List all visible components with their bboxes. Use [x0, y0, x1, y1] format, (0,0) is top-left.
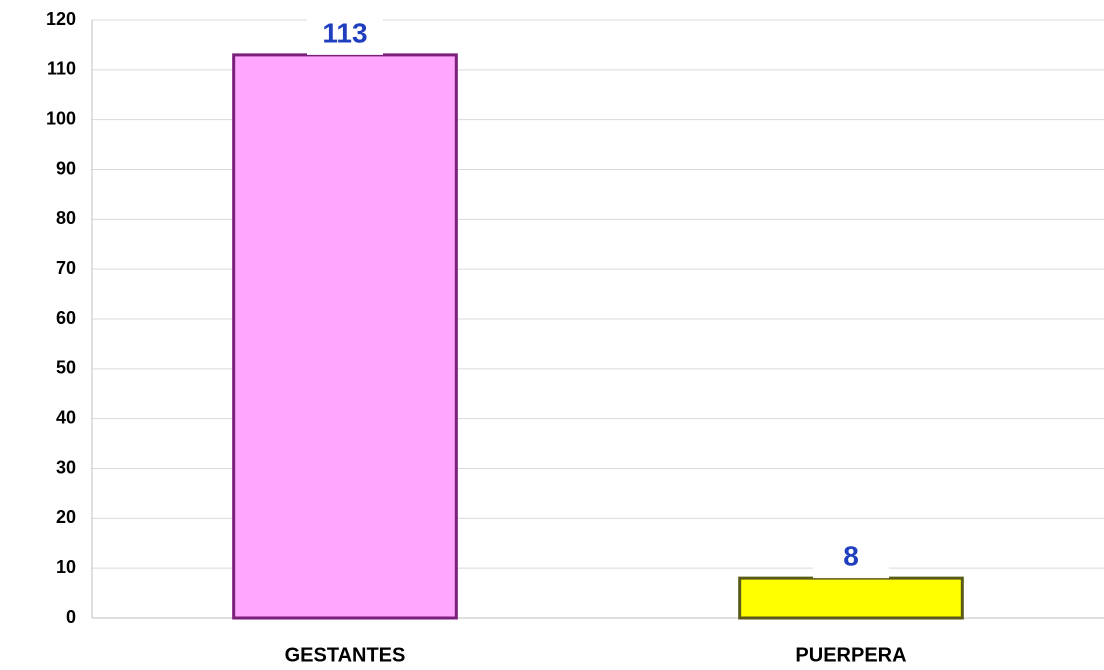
data-label-box	[813, 538, 889, 579]
y-tick-label: 120	[46, 9, 76, 29]
y-tick-label: 80	[56, 208, 76, 228]
y-tick-label: 60	[56, 308, 76, 328]
x-tick-label: PUERPERA	[795, 644, 906, 666]
y-tick-label: 0	[66, 607, 76, 627]
y-tick-label: 100	[46, 108, 76, 128]
y-tick-label: 30	[56, 457, 76, 477]
data-label: 8	[843, 541, 859, 572]
y-tick-label: 70	[56, 258, 76, 278]
y-tick-label: 90	[56, 158, 76, 178]
y-tick-label: 40	[56, 407, 76, 427]
bar	[738, 576, 964, 620]
y-tick-label: 20	[56, 507, 76, 527]
x-tick-label: GESTANTES	[285, 644, 406, 666]
data-label: 113	[322, 17, 367, 48]
y-tick-label: 110	[47, 59, 76, 79]
y-tick-label: 50	[56, 358, 76, 378]
y-tick-label: 10	[56, 557, 76, 577]
data-label-box	[307, 14, 383, 55]
bar	[232, 53, 458, 620]
